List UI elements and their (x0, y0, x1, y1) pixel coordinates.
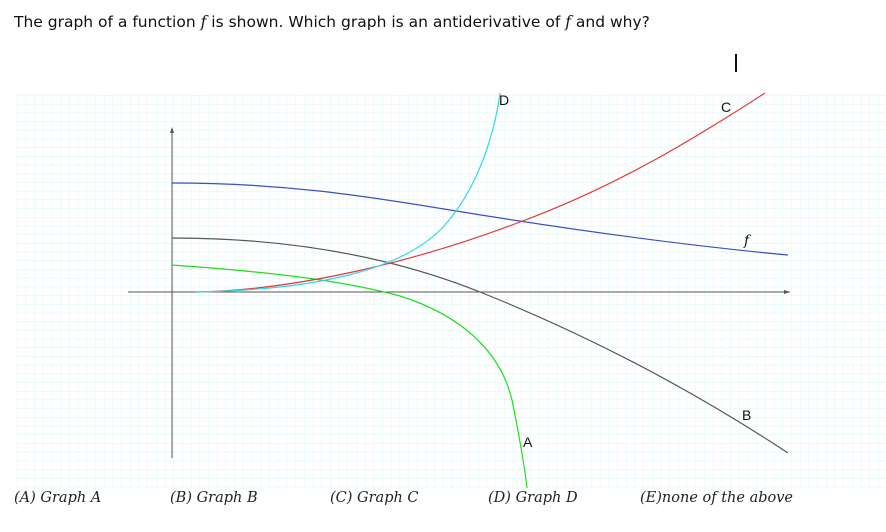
choice-letter: (C) (330, 490, 353, 506)
label-b: B (742, 407, 751, 423)
choice-b[interactable]: (B) Graph B (170, 490, 258, 506)
choice-a[interactable]: (A) Graph A (14, 490, 101, 506)
choice-d[interactable]: (D) Graph D (488, 490, 578, 506)
curve-d (195, 92, 501, 293)
function-symbol: f (200, 13, 207, 31)
choice-text: none of the above (661, 490, 793, 506)
question-part: The graph of a function (14, 13, 201, 31)
label-a: A (523, 434, 533, 450)
text-cursor (735, 54, 737, 72)
curve-c (195, 92, 766, 293)
choice-letter: (E) (640, 490, 662, 506)
choice-letter: (D) (488, 490, 511, 506)
question-text: The graph of a function f is shown. Whic… (14, 13, 650, 31)
choice-c[interactable]: (C) Graph C (330, 490, 419, 506)
answer-choices: (A) Graph A (B) Graph B (C) Graph C (D) … (0, 490, 886, 512)
curve-a (171, 264, 528, 489)
question-part: is shown. Which graph is an antiderivati… (206, 13, 566, 31)
choice-text: Graph B (196, 490, 258, 506)
choice-text: Graph D (515, 490, 578, 506)
y-axis-arrow-icon (170, 127, 174, 133)
question-part: and why? (570, 13, 650, 31)
label-c: C (721, 99, 731, 115)
curve-f (171, 182, 789, 256)
function-symbol: f (565, 13, 571, 31)
label-f: f (743, 233, 752, 249)
choice-letter: (A) (14, 490, 36, 506)
choice-letter: (B) (170, 490, 192, 506)
x-axis-arrow-icon (784, 290, 790, 294)
choice-text: Graph C (357, 490, 419, 506)
choice-e[interactable]: (E)none of the above (640, 490, 793, 506)
label-d: D (499, 92, 509, 108)
curve-b (171, 237, 789, 454)
choice-text: Graph A (40, 490, 102, 506)
